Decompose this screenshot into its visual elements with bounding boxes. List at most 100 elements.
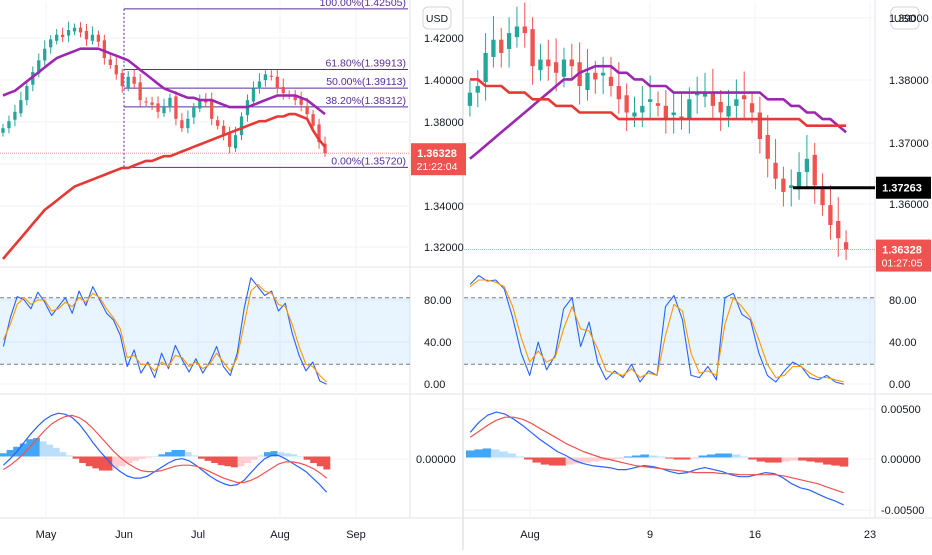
macd-histogram-bar [52,447,60,457]
currency-button-left[interactable]: USD [422,6,452,30]
macd-histogram-bar [316,456,324,467]
candle-body [293,95,297,101]
time-axis-tick-label: May [36,529,57,541]
price-axis-tick-label: 1.36000 [889,199,929,211]
macd-histogram-bar [474,449,483,458]
candle-body [102,40,107,59]
macd-histogram-bar [283,453,291,457]
macd-histogram-bar [706,454,716,458]
macd-histogram-bar [756,457,766,462]
macd-histogram-bar [26,439,34,457]
currency-label: USD [426,13,449,25]
price-axis-tick-label: 1.38000 [424,117,464,129]
candle-body [162,107,166,114]
candle-body [281,87,285,94]
candle-body [514,26,520,38]
red-moving-average-line [469,78,847,127]
macd-histogram-bar [46,444,54,457]
candle-body [227,133,232,147]
macd-histogram-bar [823,457,832,465]
macd-signal-line [3,414,327,484]
stochastic-axis-tick-label: 80.00 [424,295,452,307]
purple-moving-average-line [469,64,847,160]
red-moving-average-line [2,112,326,260]
macd-histogram-bar [640,454,649,458]
candle-body [221,125,226,136]
macd-histogram-bar [557,457,566,466]
macd-histogram-bar [39,441,47,457]
candle-body [671,112,676,116]
candle-body [257,81,262,89]
horizontal-level-badge [876,176,931,199]
macd-histogram-bar [204,456,212,461]
macd-histogram-bar [165,452,172,457]
time-axis-tick-label: Aug [520,529,540,541]
stochastic-axis-tick-label: 0.00 [889,379,910,391]
candle-body [25,86,29,101]
currency-button-right[interactable]: USD [890,6,920,30]
macd-histogram-bar [198,456,205,459]
candle-body [569,59,574,67]
candle-body [90,34,95,41]
macd-histogram-bar [257,455,265,457]
candle-body [812,154,817,186]
price-axis-tick-label: 1.42000 [424,33,464,45]
indicator-lines-layer [0,47,875,506]
macd-histogram-bar [490,449,500,458]
candle-body [687,99,692,120]
macd-histogram-bar [698,455,708,458]
macd-histogram-bar [565,457,575,465]
candle-body [765,134,770,159]
price-axis-tick-label: 1.38000 [889,75,929,87]
macd-histogram-bar [615,457,625,459]
candle-body [702,92,708,97]
macd-histogram-bar [277,452,285,457]
time-axis-tick-label: Aug [270,529,290,541]
macd-axis-tick-label: 0.00000 [416,454,456,466]
macd-histogram-bar [171,450,179,457]
macd-histogram-bar [632,455,641,458]
currency-label: USD [894,13,917,25]
macd-histogram-bar [648,455,658,458]
candle-body [522,26,527,34]
macd-histogram-bar [237,456,245,467]
macd-histogram-bar [231,456,238,468]
candle-body [132,76,136,84]
candle-body [120,73,124,87]
candle-body [144,101,148,103]
macd-histogram-bar [310,456,318,463]
candle-body [546,59,551,67]
macd-histogram-layer [0,438,849,471]
price-axis-tick-label: 1.34000 [424,201,464,213]
candle-body [192,107,196,118]
macd-histogram-bar [598,457,608,461]
macd-histogram-bar [507,453,517,458]
macd-histogram-bar [573,457,583,464]
stochastic-axis-tick-label: 80.00 [889,295,917,307]
candle-body [263,74,268,81]
macd-histogram-bar [731,454,741,458]
macd-histogram-bar [303,456,311,460]
macd-histogram-bar [72,456,80,459]
macd-histogram-bar [582,457,591,463]
candle-body [13,111,17,120]
time-axis-tick-label: 16 [749,529,761,541]
fibonacci-level-label: 38.20%(1.38312) [325,95,406,107]
macd-histogram-bar [806,457,816,462]
macd-histogram-bar [690,457,699,459]
candle-body [475,86,480,93]
macd-histogram-bar [217,456,225,466]
candle-body [734,99,739,106]
candle-body [804,158,810,173]
macd-histogram-bar [524,457,533,460]
candle-body [49,39,53,48]
macd-histogram-bar [224,456,232,467]
macd-histogram-bar [499,451,508,458]
macd-axis-tick-label: 0.00500 [881,404,921,416]
candle-body [561,59,567,77]
candle-body [186,118,190,129]
macd-histogram-bar [515,456,525,458]
macd-histogram-bar [549,457,558,466]
